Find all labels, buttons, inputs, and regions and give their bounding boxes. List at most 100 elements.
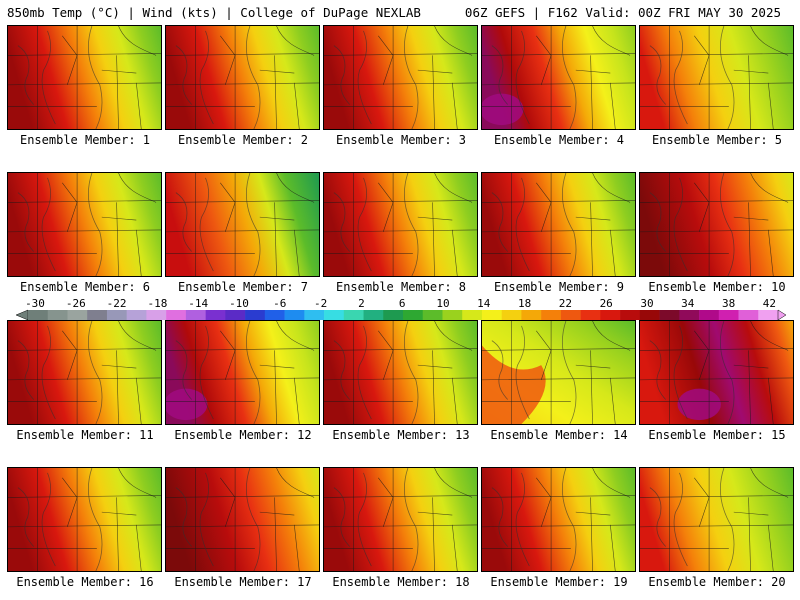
temperature-map	[640, 321, 793, 424]
ensemble-member-label: Ensemble Member: 7	[177, 280, 309, 294]
colorbar-segment	[205, 310, 226, 320]
temperature-map	[640, 468, 793, 571]
temperature-map	[166, 26, 319, 129]
colorbar-segment	[146, 310, 167, 320]
colorbar-tick-label: 34	[681, 297, 695, 310]
colorbar-segment	[718, 310, 739, 320]
temperature-map	[8, 173, 161, 276]
ensemble-panel-8	[323, 172, 478, 277]
colorbar-segment	[284, 310, 305, 320]
temperature-map	[324, 173, 477, 276]
colorbar-segment	[126, 310, 147, 320]
colorbar-segment	[47, 310, 68, 320]
temperature-map	[324, 468, 477, 571]
ensemble-member-label: Ensemble Member: 12	[174, 428, 312, 442]
colorbar-segment	[264, 310, 285, 320]
colorbar-segment	[87, 310, 108, 320]
colorbar-segment	[639, 310, 660, 320]
ensemble-panel-11	[7, 320, 162, 425]
colorbar-segment	[679, 310, 700, 320]
ensemble-panel-7	[165, 172, 320, 277]
ensemble-panel-13	[323, 320, 478, 425]
valid-time: 06Z GEFS | F162 Valid: 00Z FRI MAY 30 20…	[464, 5, 781, 20]
ensemble-panel-4	[481, 25, 636, 130]
ensemble-panel-1	[7, 25, 162, 130]
colorbar-segment	[363, 310, 384, 320]
colorbar-tick-label: -22	[106, 297, 127, 310]
colorbar-segment	[28, 310, 49, 320]
ensemble-panel-9	[481, 172, 636, 277]
ensemble-member-label: Ensemble Member: 14	[490, 428, 628, 442]
colorbar-segment	[481, 310, 502, 320]
colorbar-segment	[541, 310, 562, 320]
ensemble-panel-5	[639, 25, 794, 130]
colorbar-segment	[521, 310, 542, 320]
colorbar-segment	[659, 310, 680, 320]
ensemble-panel-3	[323, 25, 478, 130]
colorbar-segment	[403, 310, 424, 320]
ensemble-panel-2	[165, 25, 320, 130]
colorbar-segment	[106, 310, 127, 320]
colorbar-tick-label: -10	[229, 297, 249, 310]
colorbar-tick-label: -18	[147, 297, 168, 310]
ensemble-member-label: Ensemble Member: 2	[177, 133, 309, 147]
colorbar-segment	[501, 310, 522, 320]
colorbar-tick-label: -2	[313, 297, 328, 310]
ensemble-member-label: Ensemble Member: 13	[332, 428, 470, 442]
ensemble-member-label: Ensemble Member: 16	[16, 575, 154, 589]
colorbar-segment	[620, 310, 641, 320]
colorbar-tick-label: 38	[721, 297, 736, 310]
ensemble-panel-14	[481, 320, 636, 425]
ensemble-member-label: Ensemble Member: 19	[490, 575, 628, 589]
ensemble-member-label: Ensemble Member: 15	[648, 428, 786, 442]
colorbar-segment	[758, 310, 779, 320]
colorbar-max-arrow	[777, 309, 786, 321]
ensemble-panel-18	[323, 467, 478, 572]
ensemble-member-label: Ensemble Member: 10	[648, 280, 786, 294]
colorbar-tick-label: 2	[358, 297, 365, 310]
ensemble-panel-6	[7, 172, 162, 277]
colorbar-segment	[225, 310, 246, 320]
ensemble-panel-12	[165, 320, 320, 425]
colorbar-tick-label: 30	[640, 297, 654, 310]
temperature-map	[482, 321, 635, 424]
temperature-map	[324, 321, 477, 424]
temperature-map	[8, 26, 161, 129]
ensemble-member-label: Ensemble Member: 8	[335, 280, 467, 294]
ensemble-member-label: Ensemble Member: 11	[16, 428, 154, 442]
colorbar-segment	[580, 310, 601, 320]
ensemble-panel-19	[481, 467, 636, 572]
colorbar-tick-label: -6	[273, 297, 287, 310]
ensemble-panel-16	[7, 467, 162, 572]
ensemble-member-label: Ensemble Member: 5	[651, 133, 783, 147]
colorbar-tick-label: 18	[517, 297, 532, 310]
colorbar-segment	[324, 310, 345, 320]
colorbar-tick-label: 22	[558, 297, 573, 310]
colorbar-segment	[67, 310, 88, 320]
colorbar-tick-label: -26	[65, 297, 86, 310]
temperature-map	[482, 26, 635, 129]
colorbar-tick-label: 6	[398, 297, 406, 310]
temperature-map	[482, 173, 635, 276]
colorbar-tick-label: 10	[436, 297, 450, 310]
ensemble-member-label: Ensemble Member: 6	[19, 280, 151, 294]
colorbar-segment	[699, 310, 720, 320]
ensemble-member-label: Ensemble Member: 17	[174, 575, 312, 589]
ensemble-panel-10	[639, 172, 794, 277]
colorbar-segment	[600, 310, 621, 320]
colorbar-tick-label: -14	[188, 297, 209, 310]
ensemble-panel-15	[639, 320, 794, 425]
colorbar-segment	[462, 310, 483, 320]
temperature-map	[166, 321, 319, 424]
temperature-map	[640, 173, 793, 276]
temperature-colorbar	[16, 309, 786, 321]
temperature-map	[8, 321, 161, 424]
map-title: 850mb Temp (°C) | Wind (kts) | College o…	[7, 5, 421, 20]
temperature-map	[482, 468, 635, 571]
ensemble-panel-17	[165, 467, 320, 572]
colorbar-segment	[343, 310, 364, 320]
ensemble-member-label: Ensemble Member: 4	[493, 133, 625, 147]
temperature-map	[8, 468, 161, 571]
colorbar-tick-label: 26	[599, 297, 613, 310]
colorbar-segment	[185, 310, 206, 320]
